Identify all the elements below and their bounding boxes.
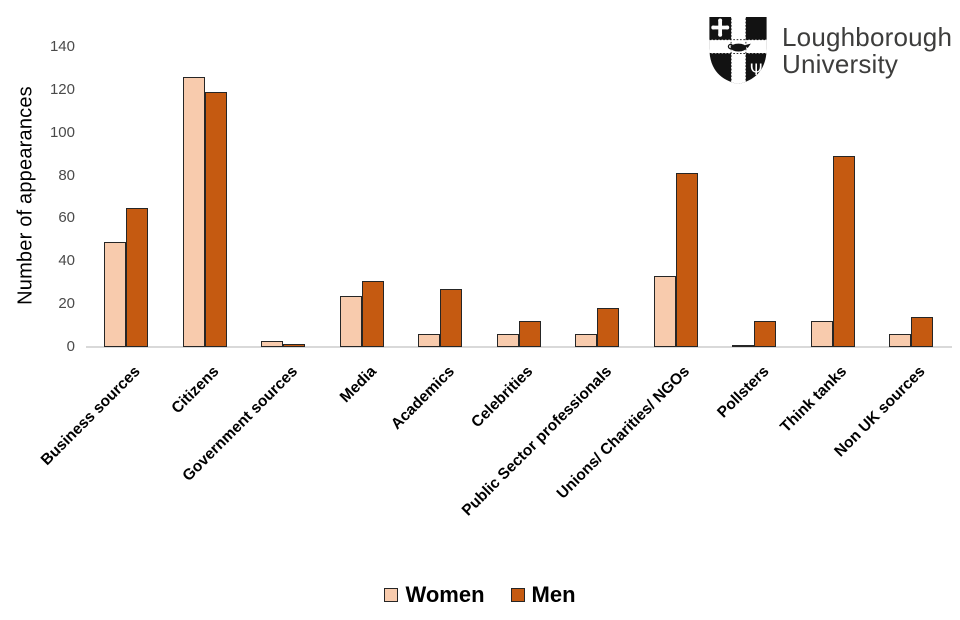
bar-men-4 — [361, 280, 384, 347]
y-tick-label: 80 — [58, 166, 75, 184]
legend-label-men: Men — [531, 582, 576, 607]
y-tick-label: 0 — [66, 338, 75, 355]
x-category-label: Citizens — [168, 363, 223, 418]
y-tick-label: 20 — [58, 295, 75, 313]
chart-legend: Women Men — [0, 582, 960, 608]
bar-women-8 — [653, 276, 676, 347]
bar-women-10 — [810, 321, 833, 347]
x-category-label: Academics — [388, 363, 459, 433]
bar-men-3 — [283, 343, 305, 347]
y-tick-label: 140 — [49, 38, 75, 55]
bar-women-6 — [496, 334, 519, 347]
bar-men-2 — [204, 92, 227, 347]
legend-item-men: Men — [510, 582, 576, 608]
bar-men-10 — [832, 156, 855, 347]
bar-men-1 — [126, 207, 148, 347]
bar-men-9 — [754, 321, 776, 347]
x-category-label: Business sources — [38, 363, 145, 469]
y-tick-label: 120 — [49, 80, 75, 98]
x-category-label: Celebrities — [468, 363, 537, 432]
bar-women-2 — [182, 77, 205, 347]
bar-men-6 — [518, 321, 541, 347]
bar-men-5 — [440, 289, 462, 347]
legend-swatch-women — [384, 588, 399, 602]
bar-women-3 — [261, 340, 283, 347]
bar-men-11 — [911, 317, 933, 347]
bar-women-11 — [889, 334, 911, 347]
x-category-label: Public Sector professionals — [458, 363, 616, 520]
x-category-label: Unions/ Charities/ NGOs — [554, 363, 694, 503]
university-name: Loughborough University — [782, 24, 952, 77]
bar-men-7 — [597, 308, 619, 347]
x-axis-line — [86, 346, 952, 348]
y-tick-label: 60 — [58, 209, 75, 227]
university-name-line1: Loughborough — [782, 22, 953, 52]
svg-text:Ψ: Ψ — [750, 60, 762, 79]
x-category-label: Pollsters — [713, 363, 773, 422]
bar-women-5 — [418, 334, 440, 347]
y-tick-label: 40 — [58, 252, 75, 270]
legend-label-women: Women — [405, 582, 485, 607]
loughborough-shield-icon: Ψ — [709, 16, 767, 85]
bar-women-9 — [732, 344, 754, 347]
x-category-label: Think tanks — [777, 363, 851, 436]
bar-women-1 — [104, 242, 126, 347]
bar-women-4 — [339, 295, 362, 347]
university-logo: Ψ Loughborough University — [706, 15, 952, 86]
bar-men-8 — [675, 173, 698, 347]
university-name-line2: University — [782, 48, 899, 79]
legend-item-women: Women — [384, 582, 485, 608]
legend-swatch-men — [510, 588, 525, 602]
x-category-label: Media — [336, 363, 380, 407]
y-tick-label: 100 — [49, 123, 75, 141]
bar-women-7 — [575, 334, 597, 347]
